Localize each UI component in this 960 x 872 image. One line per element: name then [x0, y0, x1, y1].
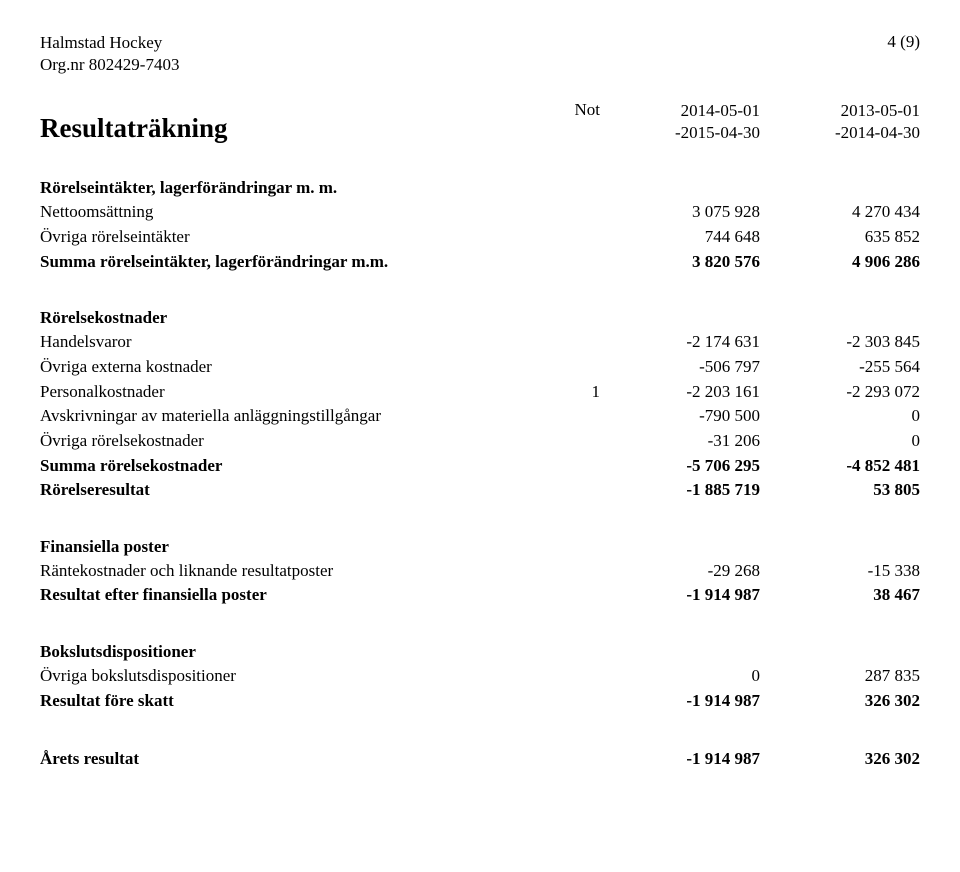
label-personnel: Personalkostnader: [40, 380, 540, 405]
row-interest-cost: Räntekostnader och liknande resultatpost…: [40, 559, 920, 584]
label-sum-costs: Summa rörelsekostnader: [40, 454, 540, 479]
revenue-heading: Rörelseintäkter, lagerförändringar m. m.: [40, 178, 920, 198]
label-interest-cost: Räntekostnader och liknande resultatpost…: [40, 559, 540, 584]
period-2-end: -2014-04-30: [760, 122, 920, 144]
value-goods-c1: -2 174 631: [600, 330, 760, 355]
label-other-revenue: Övriga rörelseintäkter: [40, 225, 540, 250]
value-goods-c2: -2 303 845: [760, 330, 920, 355]
value-other-disp-c2: 287 835: [760, 664, 920, 689]
period-2-start: 2013-05-01: [760, 100, 920, 122]
section-dispositions: Bokslutsdispositioner Övriga bokslutsdis…: [40, 642, 920, 713]
value-year-result-c1: -1 914 987: [600, 747, 760, 772]
label-external-costs: Övriga externa kostnader: [40, 355, 540, 380]
value-sum-costs-c2: -4 852 481: [760, 454, 920, 479]
page-title: Resultaträkning: [40, 113, 540, 144]
page-header: Halmstad Hockey Org.nr 802429-7403 4 (9): [40, 32, 920, 76]
period-1-end: -2015-04-30: [600, 122, 760, 144]
row-other-dispositions: Övriga bokslutsdispositioner 0 287 835: [40, 664, 920, 689]
row-operating-result: Rörelseresultat -1 885 719 53 805: [40, 478, 920, 503]
dispositions-heading: Bokslutsdispositioner: [40, 642, 920, 662]
row-sum-revenue: Summa rörelseintäkter, lagerförändringar…: [40, 250, 920, 275]
label-net-sales: Nettoomsättning: [40, 200, 540, 225]
label-result-before-tax: Resultat före skatt: [40, 689, 540, 714]
row-other-revenue: Övriga rörelseintäkter 744 648 635 852: [40, 225, 920, 250]
value-other-revenue-c2: 635 852: [760, 225, 920, 250]
section-financial: Finansiella poster Räntekostnader och li…: [40, 537, 920, 608]
value-year-result-c2: 326 302: [760, 747, 920, 772]
value-other-revenue-c1: 744 648: [600, 225, 760, 250]
row-net-sales: Nettoomsättning 3 075 928 4 270 434: [40, 200, 920, 225]
value-int-cost-c2: -15 338: [760, 559, 920, 584]
label-other-dispositions: Övriga bokslutsdispositioner: [40, 664, 540, 689]
costs-heading: Rörelsekostnader: [40, 308, 920, 328]
note-column-header: Not: [540, 100, 600, 144]
section-revenue: Rörelseintäkter, lagerförändringar m. m.…: [40, 178, 920, 274]
row-result-after-financial: Resultat efter finansiella poster -1 914…: [40, 583, 920, 608]
section-costs: Rörelsekostnader Handelsvaror -2 174 631…: [40, 308, 920, 502]
row-year-result: Årets resultat -1 914 987 326 302: [40, 747, 920, 772]
value-personnel-c2: -2 293 072: [760, 380, 920, 405]
title-row: Resultaträkning Not 2014-05-01 -2015-04-…: [40, 100, 920, 144]
row-goods: Handelsvaror -2 174 631 -2 303 845: [40, 330, 920, 355]
row-result-before-tax: Resultat före skatt -1 914 987 326 302: [40, 689, 920, 714]
row-external-costs: Övriga externa kostnader -506 797 -255 5…: [40, 355, 920, 380]
org-number: Org.nr 802429-7403: [40, 54, 179, 76]
company-name: Halmstad Hockey: [40, 32, 179, 54]
value-other-costs-c1: -31 206: [600, 429, 760, 454]
value-net-sales-c2: 4 270 434: [760, 200, 920, 225]
value-other-disp-c1: 0: [600, 664, 760, 689]
period-1-header: 2014-05-01 -2015-04-30: [600, 100, 760, 144]
value-int-cost-c1: -29 268: [600, 559, 760, 584]
value-depr-c2: 0: [760, 404, 920, 429]
financial-heading: Finansiella poster: [40, 537, 920, 557]
value-pre-tax-c2: 326 302: [760, 689, 920, 714]
value-res-fin-c2: 38 467: [760, 583, 920, 608]
value-external-c2: -255 564: [760, 355, 920, 380]
header-left: Halmstad Hockey Org.nr 802429-7403: [40, 32, 179, 76]
value-op-res-c1: -1 885 719: [600, 478, 760, 503]
value-res-fin-c1: -1 914 987: [600, 583, 760, 608]
label-other-costs: Övriga rörelsekostnader: [40, 429, 540, 454]
row-depreciation: Avskrivningar av materiella anläggningst…: [40, 404, 920, 429]
row-other-costs: Övriga rörelsekostnader -31 206 0: [40, 429, 920, 454]
value-sum-revenue-c2: 4 906 286: [760, 250, 920, 275]
value-depr-c1: -790 500: [600, 404, 760, 429]
label-goods: Handelsvaror: [40, 330, 540, 355]
label-year-result: Årets resultat: [40, 747, 540, 772]
label-depreciation: Avskrivningar av materiella anläggningst…: [40, 404, 540, 429]
value-op-res-c2: 53 805: [760, 478, 920, 503]
value-sum-revenue-c1: 3 820 576: [600, 250, 760, 275]
value-personnel-c1: -2 203 161: [600, 380, 760, 405]
label-result-after-financial: Resultat efter finansiella poster: [40, 583, 540, 608]
value-sum-costs-c1: -5 706 295: [600, 454, 760, 479]
row-personnel: Personalkostnader 1 -2 203 161 -2 293 07…: [40, 380, 920, 405]
value-other-costs-c2: 0: [760, 429, 920, 454]
value-net-sales-c1: 3 075 928: [600, 200, 760, 225]
label-operating-result: Rörelseresultat: [40, 478, 540, 503]
value-external-c1: -506 797: [600, 355, 760, 380]
row-sum-costs: Summa rörelsekostnader -5 706 295 -4 852…: [40, 454, 920, 479]
label-sum-revenue: Summa rörelseintäkter, lagerförändringar…: [40, 250, 540, 275]
value-pre-tax-c1: -1 914 987: [600, 689, 760, 714]
page-number: 4 (9): [887, 32, 920, 52]
note-personnel: 1: [540, 380, 600, 405]
period-1-start: 2014-05-01: [600, 100, 760, 122]
period-columns: Not 2014-05-01 -2015-04-30 2013-05-01 -2…: [540, 100, 920, 144]
period-2-header: 2013-05-01 -2014-04-30: [760, 100, 920, 144]
